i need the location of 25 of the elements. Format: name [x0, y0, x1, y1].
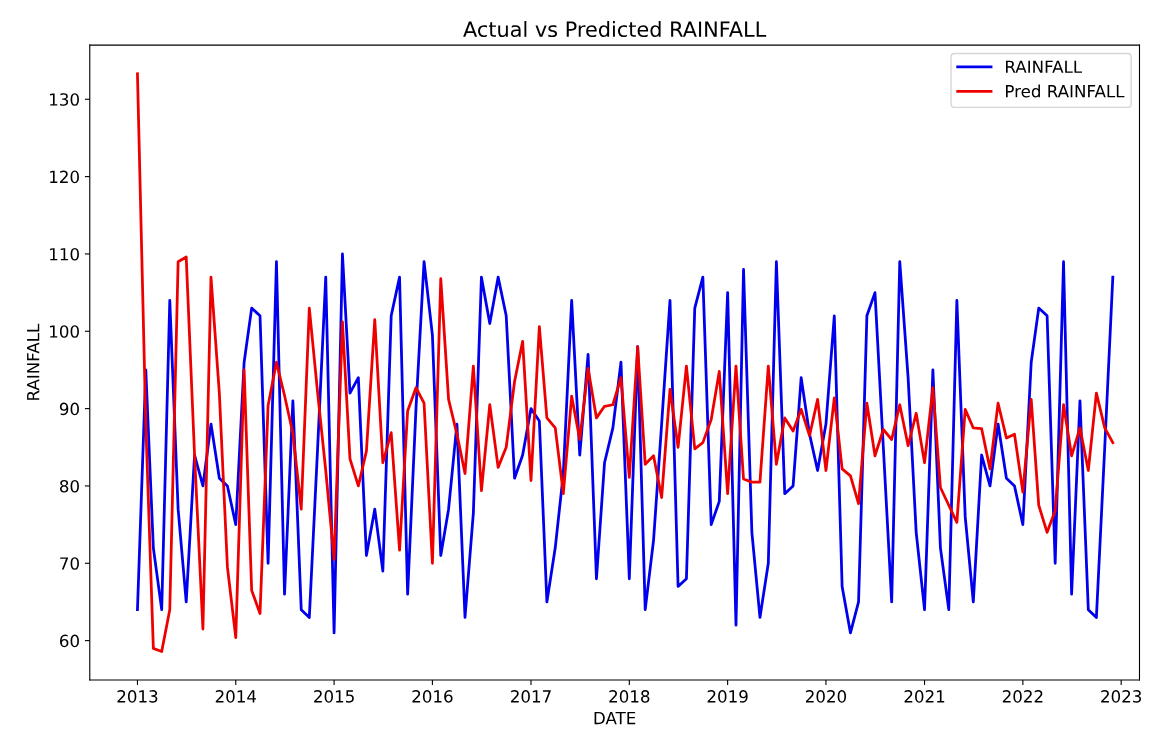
x-tick-label: 2019 — [707, 690, 748, 703]
x-tick-label: 2021 — [904, 690, 945, 703]
x-tick-label: 2017 — [511, 690, 551, 703]
y-axis-title: RAINFALL — [27, 323, 40, 400]
x-tick-label: 2016 — [412, 690, 453, 703]
x-tick-label: 2013 — [117, 690, 158, 703]
legend-label: RAINFALL — [1006, 60, 1083, 73]
x-tick-label: 2020 — [805, 690, 847, 703]
y-tick-label: 110 — [50, 247, 79, 261]
y-tick-label: 90 — [59, 402, 79, 416]
x-tick-label: 2014 — [215, 690, 257, 703]
y-tick-label: 120 — [50, 170, 79, 184]
y-tick-label: 60 — [60, 634, 79, 648]
chart-title: Actual vs Predicted RAINFALL — [463, 20, 767, 38]
legend-label: Pred RAINFALL — [1006, 84, 1125, 98]
y-tick-label: 70 — [60, 557, 79, 570]
x-tick-label: 2018 — [609, 690, 650, 703]
y-tick-label: 130 — [50, 93, 79, 106]
line-series — [136, 252, 1115, 635]
y-tick-label: 100 — [50, 325, 79, 338]
x-tick-label: 2022 — [1002, 690, 1043, 703]
x-tick-label: 2023 — [1101, 690, 1142, 703]
x-axis-title: DATE — [594, 711, 636, 725]
x-tick-label: 2015 — [314, 690, 354, 703]
y-tick-label: 80 — [59, 479, 79, 493]
